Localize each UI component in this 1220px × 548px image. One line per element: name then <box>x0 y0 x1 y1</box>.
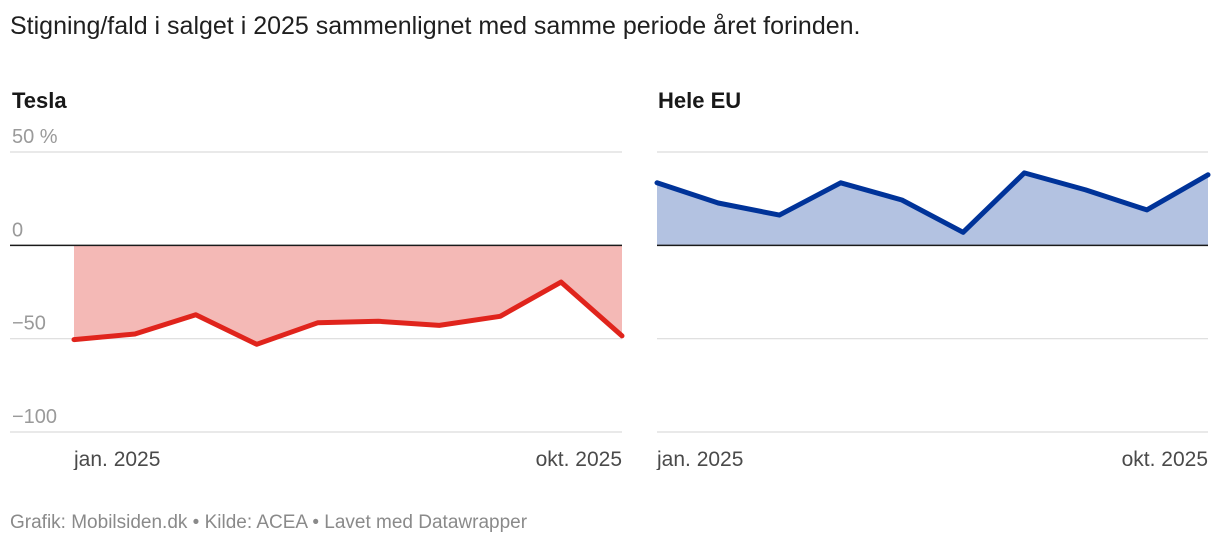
chart-panels: Tesla 50 % 0 −50 −100 jan. 2025 okt. 2025 Hele… <box>10 88 1211 470</box>
area-fill <box>657 172 1208 246</box>
chart-footer: Grafik: Mobilsiden.dk • Kilde: ACEA • La… <box>10 512 528 533</box>
y-tick-label: −50 <box>12 313 46 335</box>
x-tick-label: jan. 2025 <box>656 448 743 470</box>
x-tick-label: jan. 2025 <box>73 448 160 470</box>
panel-title: Tesla <box>12 88 67 113</box>
series-line <box>654 170 1211 235</box>
y-tick-label: 50 % <box>12 126 58 148</box>
panel-title: Hele EU <box>658 88 741 113</box>
x-tick-label: okt. 2025 <box>1122 448 1208 470</box>
chart-title: Stigning/fald i salget i 2025 sammenlign… <box>10 12 861 40</box>
series-line <box>71 279 625 347</box>
y-tick-label: 0 <box>12 219 23 241</box>
panel-tesla: Tesla 50 % 0 −50 −100 jan. 2025 okt. 2025 <box>10 88 625 470</box>
x-tick-label: okt. 2025 <box>536 448 622 470</box>
panel-hele-eu: Hele EU jan. 2025 okt. 2025 <box>654 88 1211 470</box>
y-tick-label: −100 <box>12 406 57 428</box>
